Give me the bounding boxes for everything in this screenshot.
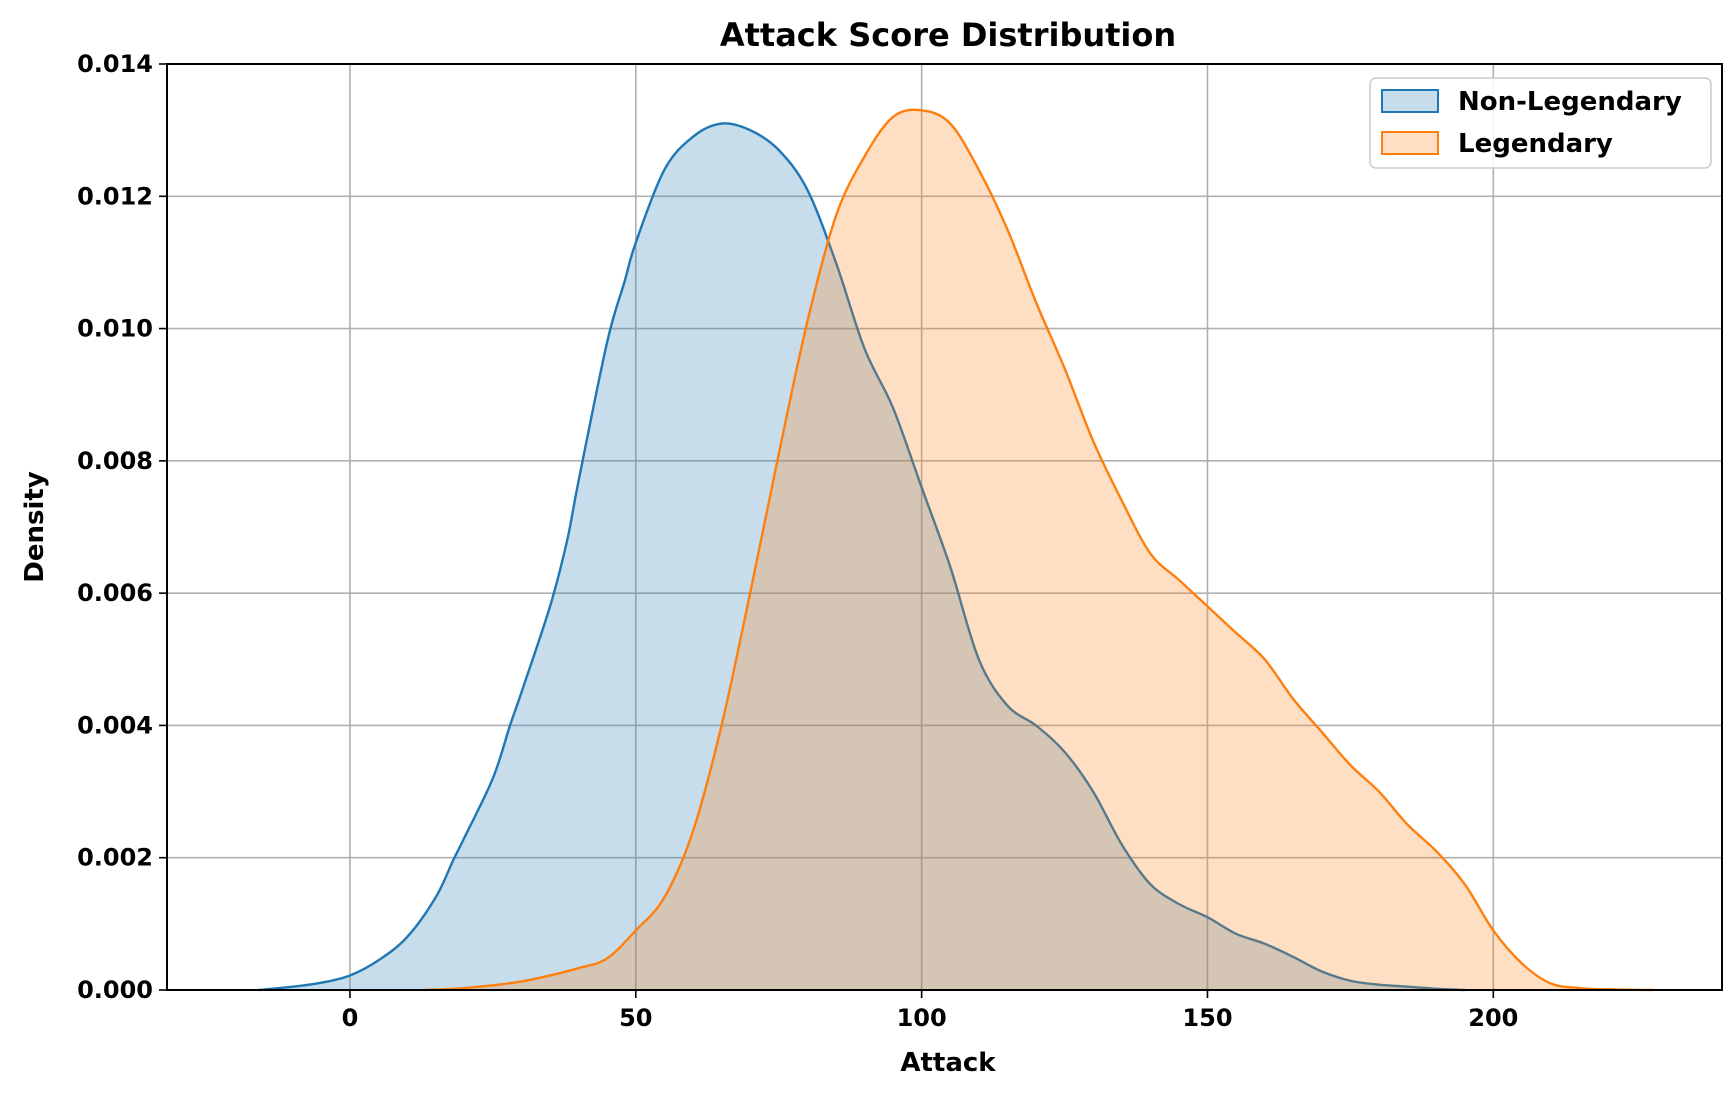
series-line-legendary [424, 108, 1654, 992]
series-line-non-legendary [258, 122, 1465, 992]
x-tick-label: 100 [897, 1004, 947, 1032]
y-tick-label: 0.006 [77, 579, 153, 607]
plot-frame [166, 63, 1723, 991]
ticks: 0 50 100 150 200 0.000 0.002 0.004 0.006 0.008 0.0… [77, 50, 1518, 1032]
series-area-legendary [424, 109, 1654, 990]
legend-box [1369, 77, 1712, 169]
legend-label: Legendary [1458, 129, 1613, 159]
chart-title: Attack Score Distribution [720, 16, 1176, 54]
y-tick-label: 0.000 [77, 976, 153, 1004]
legend: Non-Legendary Legendary [1369, 77, 1712, 169]
series-area-non-legendary [258, 123, 1465, 990]
y-tick-label: 0.008 [77, 447, 153, 475]
legend-swatch [1381, 89, 1439, 113]
y-tick-label: 0.014 [77, 50, 153, 78]
x-tick-label: 0 [342, 1004, 359, 1032]
y-tick-label: 0.004 [77, 711, 153, 739]
y-tick-label: 0.012 [77, 182, 153, 210]
x-tick-label: 50 [619, 1004, 652, 1032]
y-tick-label: 0.002 [77, 844, 153, 872]
y-axis-label: Density [20, 471, 50, 583]
series-layer [258, 108, 1654, 992]
legend-swatch [1381, 131, 1439, 155]
x-axis-label: Attack [900, 1048, 996, 1078]
legend-label: Non-Legendary [1458, 87, 1682, 117]
y-tick-label: 0.010 [77, 315, 153, 343]
x-tick-label: 150 [1182, 1004, 1232, 1032]
x-tick-label: 200 [1468, 1004, 1518, 1032]
